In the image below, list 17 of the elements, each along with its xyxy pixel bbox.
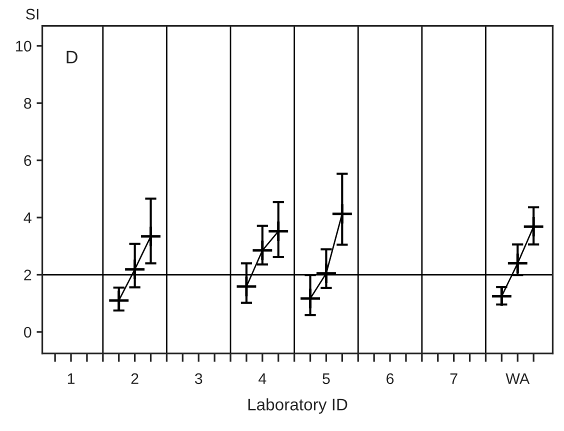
x-tick-label: 7 (450, 373, 458, 384)
y-tick-label: 6 (24, 155, 32, 166)
y-tick-label: 4 (24, 212, 32, 224)
y-tick-label: 10 (16, 40, 32, 52)
x-tick-label: 2 (131, 373, 138, 384)
x-tick-label: WA (506, 373, 530, 384)
y-tick-label: 2 (24, 270, 32, 280)
x-tick-label: 4 (258, 373, 266, 384)
x-axis-title: Laboratory ID (248, 398, 348, 414)
x-tick-label: 3 (194, 373, 202, 384)
annotation: D (66, 50, 78, 64)
x-tick-label: 1 (68, 373, 75, 384)
y-tick-label: 8 (24, 98, 32, 109)
x-tick-label: 5 (322, 373, 330, 384)
x-tick-label: 6 (386, 373, 394, 384)
y-tick-label: 0 (24, 326, 32, 338)
y-axis-title: SI (26, 8, 38, 20)
